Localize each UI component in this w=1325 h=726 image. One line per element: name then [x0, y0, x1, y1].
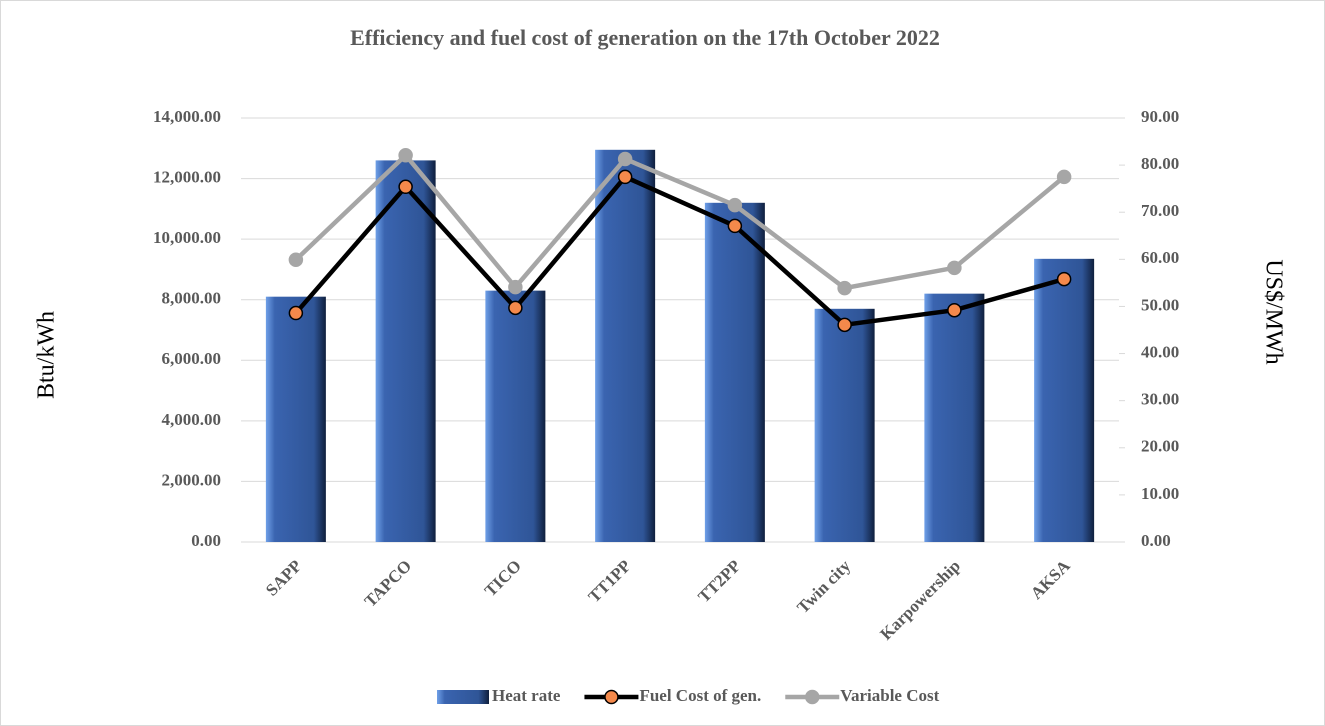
y2-tick-label: 40.00	[1141, 342, 1179, 361]
point	[288, 305, 304, 321]
bar	[814, 308, 875, 542]
point	[947, 260, 962, 276]
legend-label: Fuel Cost of gen.	[639, 686, 761, 705]
y-tick-label: 6,000.00	[162, 349, 222, 368]
point	[837, 280, 852, 296]
y2-tick-label: 50.00	[1141, 295, 1179, 314]
line	[294, 174, 1065, 328]
y2-tick-label: 70.00	[1141, 201, 1179, 220]
y2-tick-label: 0.00	[1141, 531, 1171, 550]
point	[947, 302, 962, 318]
point	[727, 218, 743, 234]
point	[508, 300, 523, 316]
point	[398, 179, 413, 195]
point	[288, 252, 304, 268]
point	[727, 197, 743, 213]
y-tick-label: 12,000.00	[153, 167, 221, 186]
bar	[1034, 258, 1095, 542]
y2-tick-label: 60.00	[1141, 248, 1179, 267]
bar	[375, 160, 436, 542]
legend-marker	[604, 689, 619, 705]
y-tick-label: 0.00	[191, 531, 221, 550]
y-tick-label: 8,000.00	[162, 289, 222, 308]
line	[294, 151, 1066, 291]
point	[1056, 271, 1072, 287]
point	[617, 169, 633, 185]
point	[837, 317, 852, 333]
y2-axis-label: US$/MWh	[1260, 259, 1286, 364]
y-tick-label: 10,000.00	[153, 228, 221, 247]
point	[617, 151, 633, 167]
y-tick-label: 2,000.00	[162, 470, 222, 489]
point	[1056, 169, 1072, 185]
bar	[924, 293, 985, 542]
legend-swatch	[437, 690, 489, 704]
legend-marker	[805, 689, 820, 705]
y-tick-label: 4,000.00	[162, 410, 222, 429]
point	[508, 279, 523, 295]
y2-tick-label: 90.00	[1141, 107, 1179, 126]
y2-tick-label: 30.00	[1141, 390, 1179, 409]
legend-label: Heat rate	[492, 686, 561, 705]
bar	[485, 290, 546, 542]
y-tick-label: 14,000.00	[153, 107, 221, 126]
y2-tick-label: 20.00	[1141, 437, 1179, 456]
legend-label: Variable Cost	[840, 686, 939, 705]
bar	[704, 202, 765, 543]
point	[398, 147, 413, 163]
y-axis-label: Btu/kWh	[34, 311, 60, 399]
bar	[595, 149, 656, 543]
y2-tick-label: 10.00	[1141, 484, 1179, 503]
chart-title: Efficiency and fuel cost of generation o…	[350, 25, 940, 50]
y2-tick-label: 80.00	[1141, 154, 1179, 173]
bar	[265, 296, 326, 542]
